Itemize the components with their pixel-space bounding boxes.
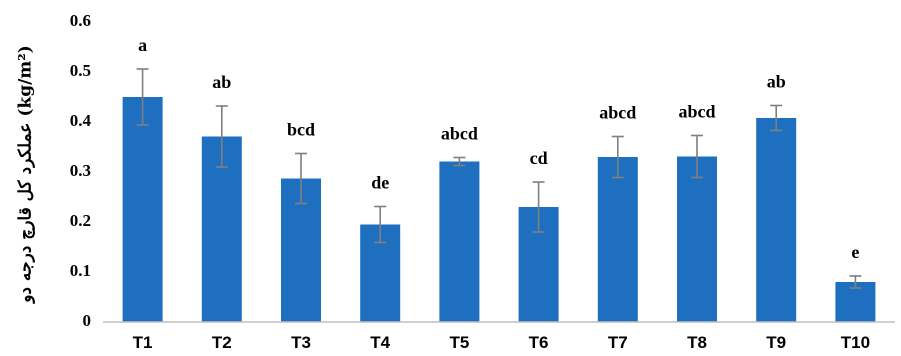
error-bar <box>374 205 387 244</box>
significance-label: abcd <box>441 124 478 144</box>
y-tick-label: 0.6 <box>70 11 91 30</box>
error-bar <box>215 105 228 168</box>
error-bar <box>532 181 545 233</box>
significance-label: ab <box>767 72 786 92</box>
error-bar <box>295 152 307 205</box>
significance-label: de <box>371 173 389 193</box>
significance-label: abcd <box>599 103 636 123</box>
x-tick-label: T1 <box>133 333 153 352</box>
significance-label: e <box>851 242 859 262</box>
y-tick-label: 0.4 <box>70 111 92 130</box>
error-bar <box>770 104 783 132</box>
bar-t5 <box>439 161 480 322</box>
y-tick-label: 0.5 <box>70 61 91 80</box>
error-bar <box>691 134 703 179</box>
significance-label: bcd <box>287 120 315 140</box>
x-tick-label: T8 <box>687 333 707 352</box>
x-tick-label: T6 <box>529 333 549 352</box>
y-axis-label: عملکرد کل قارچ درجه دو (kg/m²) <box>16 45 36 305</box>
x-tick-label: T3 <box>291 333 311 352</box>
bar-t8 <box>677 156 717 322</box>
x-tick-label: T7 <box>608 333 628 352</box>
y-tick-label: 0.3 <box>70 161 91 180</box>
error-bar <box>453 156 466 167</box>
error-bar <box>136 68 149 126</box>
x-tick-label: T5 <box>449 333 469 352</box>
significance-label: a <box>138 35 147 55</box>
significance-label: abcd <box>678 102 715 122</box>
y-tick-label: 0.1 <box>70 261 91 280</box>
bar-t7 <box>597 157 638 322</box>
error-bar <box>849 275 862 289</box>
bar-t9 <box>756 118 797 322</box>
significance-label: ab <box>212 72 231 92</box>
x-tick-label: T9 <box>766 333 786 352</box>
bar-t1 <box>122 97 163 322</box>
x-tick-label: T10 <box>841 333 870 352</box>
y-tick-label: 0 <box>83 311 92 330</box>
x-tick-label: T2 <box>212 333 232 352</box>
y-tick-label: 0.2 <box>70 211 91 230</box>
significance-label: cd <box>530 148 548 168</box>
error-bar <box>611 135 624 179</box>
x-tick-label: T4 <box>370 333 390 352</box>
